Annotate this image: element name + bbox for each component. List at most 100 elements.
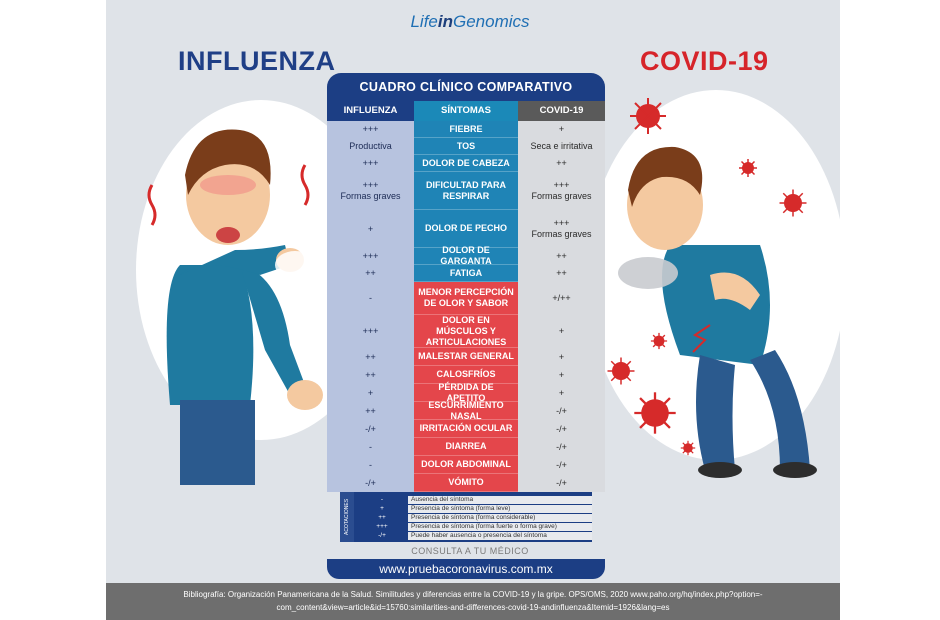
legend-item: -/+ Puede haber ausencia o presencia del … — [356, 532, 592, 540]
cell-text: +/++ — [552, 293, 571, 303]
legend-symbol: - — [380, 496, 384, 503]
cell-text: ++ — [365, 405, 376, 416]
cell-text: Productiva — [349, 141, 392, 151]
website-url[interactable]: www.pruebacoronavirus.com.mx — [327, 559, 605, 579]
table-row: - DIARREA -/+ — [327, 438, 605, 456]
influenza-value: +++ — [327, 248, 414, 265]
virus-icon — [779, 189, 807, 217]
cell-text: +++ — [362, 158, 379, 168]
cell-text: - — [369, 441, 372, 452]
influenza-value: ++ — [327, 366, 414, 384]
cell-text: ++ — [556, 268, 567, 278]
table-row: ++ ESCURRIMIENTO NASAL -/+ — [327, 400, 605, 421]
symptom-name: IRRITACIÓN OCULAR — [414, 420, 518, 438]
virus-icon — [650, 332, 668, 350]
cell-text: + — [367, 387, 374, 398]
table-row: - MENOR PERCEPCIÓN DE OLOR Y SABOR +/++ — [327, 282, 605, 315]
symptom-name: FIEBRE — [414, 121, 518, 138]
covid-value: + — [518, 121, 605, 138]
virus-icon — [739, 159, 757, 177]
symptom-name: MALESTAR GENERAL — [414, 348, 518, 366]
column-header-covid: COVID-19 — [518, 101, 605, 121]
symptom-name: CALOSFRÍOS — [414, 366, 518, 384]
influenza-value: -/+ — [327, 420, 414, 438]
covid-patient-illustration — [618, 146, 817, 478]
cell-text: + — [558, 326, 565, 336]
legend-box: ACOTACIONES - Ausencia del síntoma + Presen… — [340, 492, 592, 542]
legend-symbol: ++ — [378, 514, 386, 521]
table-row: +++ DOLOR DE GARGANTA ++ — [327, 245, 605, 266]
influenza-title: INFLUENZA — [178, 46, 336, 76]
covid-value: -/+ — [518, 456, 605, 474]
symptom-name: PÉRDIDA DE APETITO — [414, 382, 518, 403]
influenza-value: +++ — [327, 315, 414, 348]
table-row: + PÉRDIDA DE APETITO + — [327, 382, 605, 403]
cell-text: +++ — [362, 251, 379, 261]
column-header-sintomas: SÍNTOMAS — [414, 101, 518, 121]
covid-value: + — [518, 348, 605, 366]
symptom-name: DIARREA — [414, 438, 518, 456]
virus-icon — [634, 392, 676, 434]
covid-value: -/+ — [518, 474, 605, 492]
cell-text: ++ — [556, 158, 567, 168]
symptom-name: MENOR PERCEPCIÓN DE OLOR Y SABOR — [414, 282, 518, 315]
cell-text: Formas graves — [340, 191, 401, 201]
legend-symbol: +++ — [376, 523, 388, 530]
lifeingenomics-logo: LifeinGenomics — [410, 12, 530, 31]
cell-text: -/+ — [556, 477, 567, 488]
table-row: +++ FIEBRE + — [327, 121, 605, 138]
table-title: CUADRO CLÍNICO COMPARATIVO — [327, 73, 605, 101]
cell-text: ++ — [556, 251, 567, 261]
covid-value: + — [518, 366, 605, 384]
table-row: ++ CALOSFRÍOS + — [327, 366, 605, 384]
influenza-value: +++ — [327, 121, 414, 138]
table-row: + DOLOR DE PECHO +++ Formas graves — [327, 210, 605, 248]
cell-text: +++ — [553, 218, 570, 228]
table-row: - DOLOR ABDOMINAL -/+ — [327, 456, 605, 474]
bibliography: Bibliografía: Organización Panamericana … — [106, 583, 840, 620]
symptom-name: FATIGA — [414, 265, 518, 282]
cell-text: - — [369, 293, 372, 303]
legend-item: + Presencia de síntoma (forma leve) — [356, 505, 592, 513]
influenza-value: + — [327, 210, 414, 248]
symptom-name: DOLOR DE CABEZA — [414, 155, 518, 172]
influenza-patient-illustration — [147, 129, 323, 485]
influenza-value: + — [327, 384, 414, 402]
covid-value: -/+ — [518, 402, 605, 420]
table-row: -/+ VÓMITO -/+ — [327, 474, 605, 492]
symptom-name: DOLOR EN MÚSCULOS Y ARTICULACIONES — [414, 315, 518, 348]
influenza-value: ++ — [327, 348, 414, 366]
virus-icon — [630, 98, 666, 134]
influenza-value: - — [327, 438, 414, 456]
legend-description: Ausencia del síntoma — [408, 496, 592, 504]
cell-text: +++ — [362, 326, 379, 336]
cell-text: + — [558, 351, 565, 362]
legend-description: Presencia de síntoma (forma leve) — [408, 505, 592, 513]
table-body: +++ FIEBRE + Productiva TOS Seca e irritativa… — [327, 121, 605, 492]
cell-text: -/+ — [556, 441, 567, 452]
cell-text: ++ — [365, 268, 376, 278]
cell-text: + — [558, 387, 565, 398]
cell-text: +++ — [553, 180, 570, 190]
cell-text: Formas graves — [531, 229, 592, 239]
symptom-name: DOLOR DE GARGANTA — [414, 245, 518, 266]
legend-item: ++ Presencia de síntoma (forma considerab… — [356, 514, 592, 522]
influenza-value: +++ Formas graves — [327, 172, 414, 210]
symptom-name: TOS — [414, 138, 518, 155]
table-row: +++ Formas graves DIFICULTAD PARA RESPIRAR… — [327, 172, 605, 210]
legend-description: Puede haber ausencia o presencia del sín… — [408, 532, 592, 540]
cell-text: -/+ — [556, 459, 567, 470]
table-row: +++ DOLOR EN MÚSCULOS Y ARTICULACIONES + — [327, 315, 605, 348]
legend-description: Presencia de síntoma (forma considerable… — [408, 514, 592, 522]
covid-value: + — [518, 315, 605, 348]
cell-text: - — [369, 459, 372, 470]
virus-icon — [680, 440, 696, 456]
symptom-name: DOLOR ABDOMINAL — [414, 456, 518, 474]
covid-value: ++ — [518, 265, 605, 282]
symptom-name: VÓMITO — [414, 474, 518, 492]
column-header-influenza: INFLUENZA — [327, 101, 414, 121]
symptom-name: DIFICULTAD PARA RESPIRAR — [414, 172, 518, 210]
influenza-value: +++ — [327, 155, 414, 172]
covid-value: ++ — [518, 155, 605, 172]
covid-value: ++ — [518, 248, 605, 265]
